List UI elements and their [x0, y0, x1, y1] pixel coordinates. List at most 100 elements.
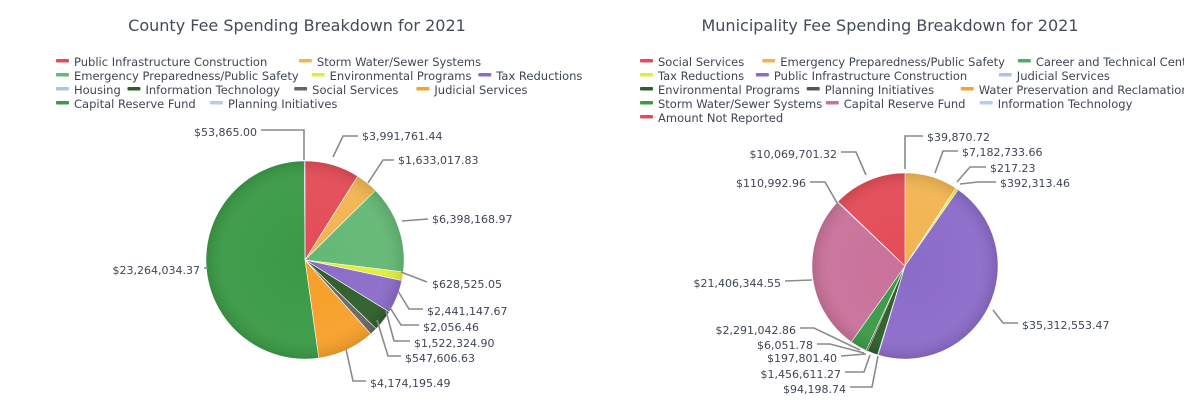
county-chart-title: County Fee Spending Breakdown for 2021: [128, 16, 466, 35]
municipality-data-label-career-and-technical-centers: $217.23: [990, 162, 1036, 175]
county-data-label-planning-initiatives: $53,865.00: [194, 126, 257, 139]
county-legend-swatch: [56, 101, 69, 105]
county-leader-line: [385, 310, 410, 342]
county-legend-item-planning-initiatives[interactable]: Planning Initiatives: [210, 97, 337, 111]
county-data-label-tax-reductions: $2,441,147.67: [427, 305, 507, 318]
municipality-leader-line: [956, 166, 986, 183]
municipality-leader-line: [840, 353, 867, 357]
municipality-leader-line: [959, 181, 996, 185]
municipality-leader-line: [992, 309, 1018, 324]
municipality-legend-label: Amount Not Reported: [658, 111, 783, 125]
municipality-legend-item-storm-water-sewer-systems[interactable]: Storm Water/Sewer Systems: [640, 97, 822, 111]
county-legend-swatch: [311, 73, 325, 77]
county-leader-line: [397, 290, 423, 310]
county-legend-label: Tax Reductions: [495, 69, 582, 83]
municipality-legend-swatch: [806, 87, 820, 91]
county-legend-item-social-services[interactable]: Social Services: [294, 83, 398, 97]
municipality-data-label-water-preservation-and-reclamation: $6,051.78: [757, 339, 813, 352]
municipality-legend-label: Public Infrastructure Construction: [774, 69, 967, 83]
county-leader-line: [401, 218, 429, 222]
municipality-data-label-information-technology: $110,992.96: [736, 177, 806, 190]
municipality-legend-swatch: [960, 87, 974, 91]
municipality-legend-item-career-and-technical-centers[interactable]: Career and Technical Centers: [1017, 55, 1184, 69]
county-leader-line: [261, 129, 305, 160]
municipality-legend-label: Tax Reductions: [657, 69, 744, 83]
municipality-legend-item-amount-not-reported[interactable]: Amount Not Reported: [640, 111, 783, 125]
county-legend-label: Capital Reserve Fund: [74, 97, 196, 111]
county-legend-swatch: [56, 73, 69, 77]
municipality-data-label-capital-reserve-fund: $21,406,344.55: [694, 277, 781, 290]
municipality-legend-label: Emergency Preparedness/Public Safety: [780, 55, 1005, 69]
municipality-data-label-storm-water-sewer-systems: $2,291,042.86: [716, 324, 796, 337]
county-chart: County Fee Spending Breakdown for 2021 P…: [56, 16, 582, 390]
county-pie: [205, 160, 405, 360]
municipality-leader-line: [817, 343, 865, 354]
municipality-data-label-public-infrastructure-construction: $35,312,553.47: [1022, 319, 1109, 332]
municipality-legend-swatch: [825, 101, 839, 105]
municipality-legend-swatch: [640, 73, 653, 77]
municipality-legend-label: Information Technology: [998, 97, 1133, 111]
county-data-label-social-services: $547,606.63: [405, 352, 475, 365]
county-legend-label: Environmental Programs: [330, 69, 472, 83]
county-legend-swatch: [294, 87, 308, 91]
county-legend-item-environmental-programs[interactable]: Environmental Programs: [311, 69, 472, 83]
municipality-leader-line: [934, 150, 958, 174]
municipality-legend-item-planning-initiatives[interactable]: Planning Initiatives: [806, 83, 934, 97]
municipality-legend-item-water-preservation-and-reclamation[interactable]: Water Preservation and Reclamation: [960, 83, 1184, 97]
municipality-legend-item-judicial-services[interactable]: Judicial Services: [998, 69, 1110, 83]
municipality-leader-line: [784, 279, 813, 282]
county-legend-label: Judicial Services: [433, 83, 527, 97]
municipality-legend-label: Social Services: [658, 55, 744, 69]
municipality-leader-line: [904, 135, 923, 169]
county-data-label-public-infrastructure-construction: $3,991,761.44: [362, 130, 442, 143]
municipality-legend-label: Capital Reserve Fund: [844, 97, 966, 111]
county-legend-swatch: [56, 59, 69, 63]
municipality-legend-label: Storm Water/Sewer Systems: [658, 97, 822, 111]
county-legend-label: Information Technology: [145, 83, 280, 97]
municipality-data-label-emergency-preparedness-public-safety: $7,182,733.66: [962, 146, 1042, 159]
county-legend-item-information-technology[interactable]: Information Technology: [127, 83, 280, 97]
municipality-legend-item-environmental-programs[interactable]: Environmental Programs: [640, 83, 800, 97]
county-legend-item-judicial-services[interactable]: Judicial Services: [416, 83, 527, 97]
county-data-label-judicial-services: $4,174,195.49: [370, 377, 450, 390]
county-legend-label: Storm Water/Sewer Systems: [317, 55, 481, 69]
county-legend-item-emergency-preparedness-public-safety[interactable]: Emergency Preparedness/Public Safety: [56, 69, 299, 83]
municipality-legend: Social Services Emergency Preparedness/Pu…: [640, 55, 1184, 125]
municipality-legend-swatch: [979, 101, 993, 105]
municipality-chart: Municipality Fee Spending Breakdown for …: [640, 16, 1184, 396]
municipality-legend-label: Environmental Programs: [658, 83, 800, 97]
county-legend-item-storm-water-sewer-systems[interactable]: Storm Water/Sewer Systems: [298, 55, 481, 69]
municipality-data-label-amount-not-reported: $10,069,701.32: [750, 148, 837, 161]
municipality-pie: [811, 172, 999, 360]
county-legend-swatch: [416, 87, 430, 91]
municipality-legend-item-public-infrastructure-construction[interactable]: Public Infrastructure Construction: [755, 69, 967, 83]
county-legend-item-housing[interactable]: Housing: [56, 83, 121, 97]
municipality-leader-line: [800, 327, 861, 351]
municipality-data-label-tax-reductions: $392,313.46: [1000, 177, 1070, 190]
county-legend-item-tax-reductions[interactable]: Tax Reductions: [478, 69, 582, 83]
county-leader-line: [332, 135, 358, 158]
county-legend-swatch: [127, 87, 141, 91]
municipality-legend-swatch: [640, 115, 653, 119]
municipality-legend-swatch: [755, 73, 769, 77]
county-legend-swatch: [298, 59, 312, 63]
municipality-leader-line: [810, 181, 841, 209]
municipality-legend-item-emergency-preparedness-public-safety[interactable]: Emergency Preparedness/Public Safety: [762, 55, 1005, 69]
municipality-legend-item-tax-reductions[interactable]: Tax Reductions: [640, 69, 744, 83]
municipality-leader-line: [845, 354, 871, 373]
municipality-legend-item-capital-reserve-fund[interactable]: Capital Reserve Fund: [825, 97, 966, 111]
municipality-data-label-planning-initiatives: $197,801.40: [767, 352, 837, 365]
municipality-legend-label: Water Preservation and Reclamation: [979, 83, 1184, 97]
county-legend-swatch: [56, 87, 69, 91]
municipality-legend-item-social-services[interactable]: Social Services: [640, 55, 744, 69]
county-leader-line: [400, 271, 428, 283]
municipality-leader-line: [841, 151, 867, 176]
county-legend-item-capital-reserve-fund[interactable]: Capital Reserve Fund: [56, 97, 196, 111]
municipality-legend-swatch: [640, 101, 653, 105]
municipality-legend-label: Planning Initiatives: [825, 83, 934, 97]
municipality-legend-item-information-technology[interactable]: Information Technology: [979, 97, 1133, 111]
county-legend-item-public-infrastructure-construction[interactable]: Public Infrastructure Construction: [56, 55, 267, 69]
county-leader-line: [367, 159, 394, 184]
county-slice-capital-reserve-fund[interactable]: [205, 160, 320, 360]
municipality-chart-title: Municipality Fee Spending Breakdown for …: [701, 16, 1078, 35]
